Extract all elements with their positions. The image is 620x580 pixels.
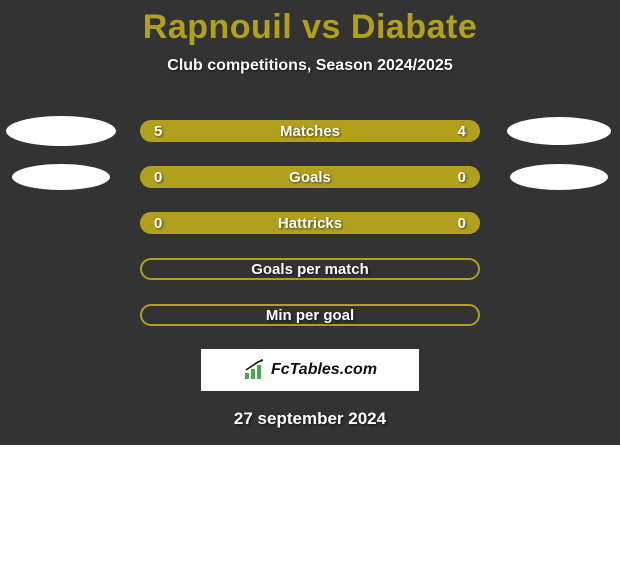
- stat-row: Min per goal: [0, 303, 620, 327]
- stat-right-value: 4: [436, 123, 466, 140]
- fctables-logo: FcTables.com: [201, 349, 419, 391]
- stat-row: 0 Goals 0: [0, 165, 620, 189]
- snapshot-date: 27 september 2024: [0, 409, 620, 429]
- stat-left-value: 0: [154, 215, 184, 232]
- comparison-title: Rapnouil vs Diabate: [0, 0, 620, 47]
- stat-label: Hattricks: [278, 215, 342, 232]
- stat-right-value: 0: [436, 215, 466, 232]
- stat-row: 0 Hattricks 0: [0, 211, 620, 235]
- stat-bar: 0 Hattricks 0: [140, 212, 480, 234]
- player-right-marker: [510, 164, 608, 190]
- logo-text: FcTables.com: [271, 361, 377, 379]
- stat-row: 5 Matches 4: [0, 119, 620, 143]
- player-left-marker: [6, 116, 116, 146]
- stat-bar: Goals per match: [140, 258, 480, 280]
- stat-rows-container: 5 Matches 4 0 Goals 0 0 Hattricks 0 Goals per mat…: [0, 119, 620, 327]
- stat-bar: 0 Goals 0: [140, 166, 480, 188]
- player-right-marker: [507, 117, 611, 145]
- stat-bar: Min per goal: [140, 304, 480, 326]
- player-left-marker: [12, 164, 110, 190]
- stat-bar: 5 Matches 4: [140, 120, 480, 142]
- stat-label: Goals per match: [251, 261, 369, 278]
- stat-left-value: 5: [154, 123, 184, 140]
- bars-icon: [243, 359, 267, 381]
- stat-label: Goals: [289, 169, 331, 186]
- stat-row: Goals per match: [0, 257, 620, 281]
- stat-label: Matches: [280, 123, 340, 140]
- stat-right-value: 0: [436, 169, 466, 186]
- stat-left-value: 0: [154, 169, 184, 186]
- stat-label: Min per goal: [266, 307, 354, 324]
- comparison-subtitle: Club competitions, Season 2024/2025: [0, 57, 620, 75]
